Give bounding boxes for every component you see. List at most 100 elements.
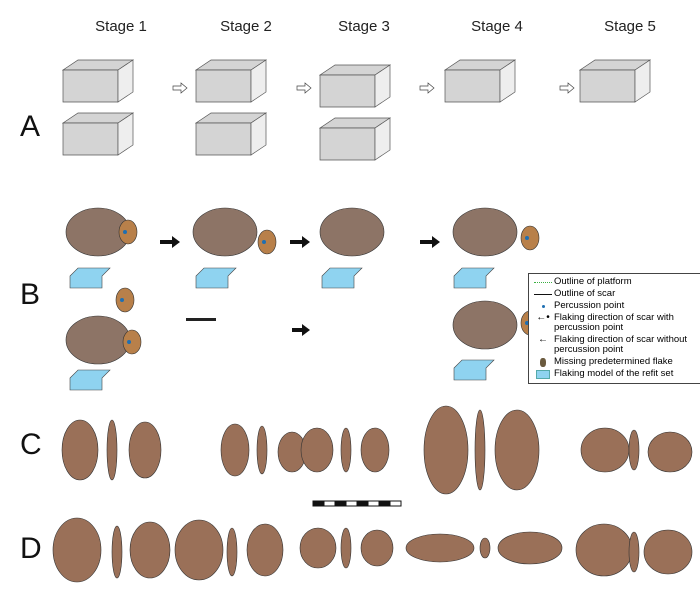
flake — [122, 329, 142, 355]
artifact — [300, 427, 334, 473]
artifact — [220, 423, 250, 477]
scale-bar-b — [186, 318, 216, 321]
stage-1-label: Stage 1 — [95, 18, 147, 35]
legend-label: Flaking direction of scar with percussio… — [554, 312, 674, 333]
percussion-point — [120, 298, 124, 302]
artifact — [497, 531, 563, 565]
stage-4-label: Stage 4 — [471, 18, 523, 35]
row-a-label: A — [20, 110, 41, 143]
legend-item: Outline of scar — [532, 289, 700, 299]
artifact — [246, 523, 284, 577]
arrows — [160, 236, 440, 336]
artifact — [340, 427, 352, 473]
flaking-model — [453, 267, 495, 289]
legend-label: Outline of platform — [554, 276, 632, 287]
flake-icon — [532, 357, 554, 367]
stage-5-label: Stage 5 — [604, 18, 656, 35]
artifact — [111, 525, 123, 579]
artifact — [256, 425, 268, 475]
core-block-model — [61, 59, 135, 103]
refit-core — [65, 315, 131, 365]
artifact — [360, 529, 394, 567]
core-block-model — [443, 59, 517, 103]
artifact — [580, 427, 630, 473]
refit-core — [319, 207, 385, 257]
stage-arrow — [172, 82, 188, 94]
stage-2-label: Stage 2 — [220, 18, 272, 35]
legend-label: Flaking model of the refit set — [554, 368, 674, 379]
artifact — [494, 409, 540, 491]
percussion-point — [262, 240, 266, 244]
percussion-point — [127, 340, 131, 344]
core-block-model — [194, 59, 268, 103]
flaking-model — [321, 267, 363, 289]
core-block-model — [194, 112, 268, 156]
flake — [115, 287, 135, 313]
arrow-with-point-icon: ←• — [536, 312, 550, 323]
legend-item: Percussion point — [532, 301, 700, 311]
arrow-b4 — [292, 324, 310, 336]
stage-arrow — [419, 82, 435, 94]
artifact — [628, 531, 640, 573]
arrow-b2 — [290, 236, 310, 248]
flaking-model — [69, 369, 111, 391]
artifact — [575, 523, 633, 577]
refit-core — [452, 207, 518, 257]
artifact — [647, 431, 693, 473]
legend-item: Flaking model of the refit set — [532, 369, 700, 379]
legend: Outline of platform Outline of scar Percus… — [528, 273, 700, 384]
artifact — [52, 517, 102, 583]
artifact — [643, 529, 693, 575]
stage-arrow — [296, 82, 312, 94]
flaking-model — [195, 267, 237, 289]
core-block-model — [318, 117, 392, 161]
arrow-b3 — [420, 236, 440, 248]
solid-line-icon — [532, 289, 554, 299]
artifact — [128, 421, 162, 479]
artifact — [474, 409, 486, 491]
legend-label: Missing predetermined flake — [554, 356, 673, 367]
row-c-label: C — [20, 428, 42, 461]
legend-item: ← Flaking direction of scar without percu… — [532, 335, 700, 355]
scale-bar-c — [312, 500, 402, 507]
artifact — [423, 405, 469, 495]
blue-block-icon — [532, 369, 554, 379]
artifact — [479, 537, 491, 559]
flake — [257, 229, 277, 255]
artifact — [106, 419, 118, 481]
core-block-model — [578, 59, 652, 103]
artifact — [174, 519, 224, 581]
legend-item: Outline of platform — [532, 277, 700, 287]
legend-item: Missing predetermined flake — [532, 357, 700, 367]
percussion-point — [123, 230, 127, 234]
refit-core — [452, 300, 518, 350]
artifact — [628, 429, 640, 471]
legend-label: Percussion point — [554, 300, 625, 311]
row-b-label: B — [20, 278, 41, 311]
arrow-b1 — [160, 236, 180, 248]
artifact — [226, 527, 238, 577]
legend-item: ←• Flaking direction of scar with percuss… — [532, 313, 700, 333]
blue-dot-icon — [532, 301, 554, 311]
legend-label: Flaking direction of scar without percus… — [554, 334, 688, 355]
artifact — [360, 427, 390, 473]
flake — [118, 219, 138, 245]
dotted-green-line-icon — [532, 277, 554, 287]
artifact — [299, 527, 337, 569]
legend-label: Outline of scar — [554, 288, 616, 299]
artifact — [340, 527, 352, 569]
refit-core — [192, 207, 258, 257]
stage-arrow — [559, 82, 575, 94]
artifact — [129, 521, 171, 579]
core-block-model — [61, 112, 135, 156]
core-block-model — [318, 64, 392, 108]
artifact — [61, 419, 99, 481]
flaking-model — [453, 359, 495, 381]
artifact — [405, 533, 475, 563]
arrow-icon: ← — [538, 334, 548, 345]
flake — [520, 225, 540, 251]
flaking-model — [69, 267, 111, 289]
row-d-label: D — [20, 532, 42, 565]
